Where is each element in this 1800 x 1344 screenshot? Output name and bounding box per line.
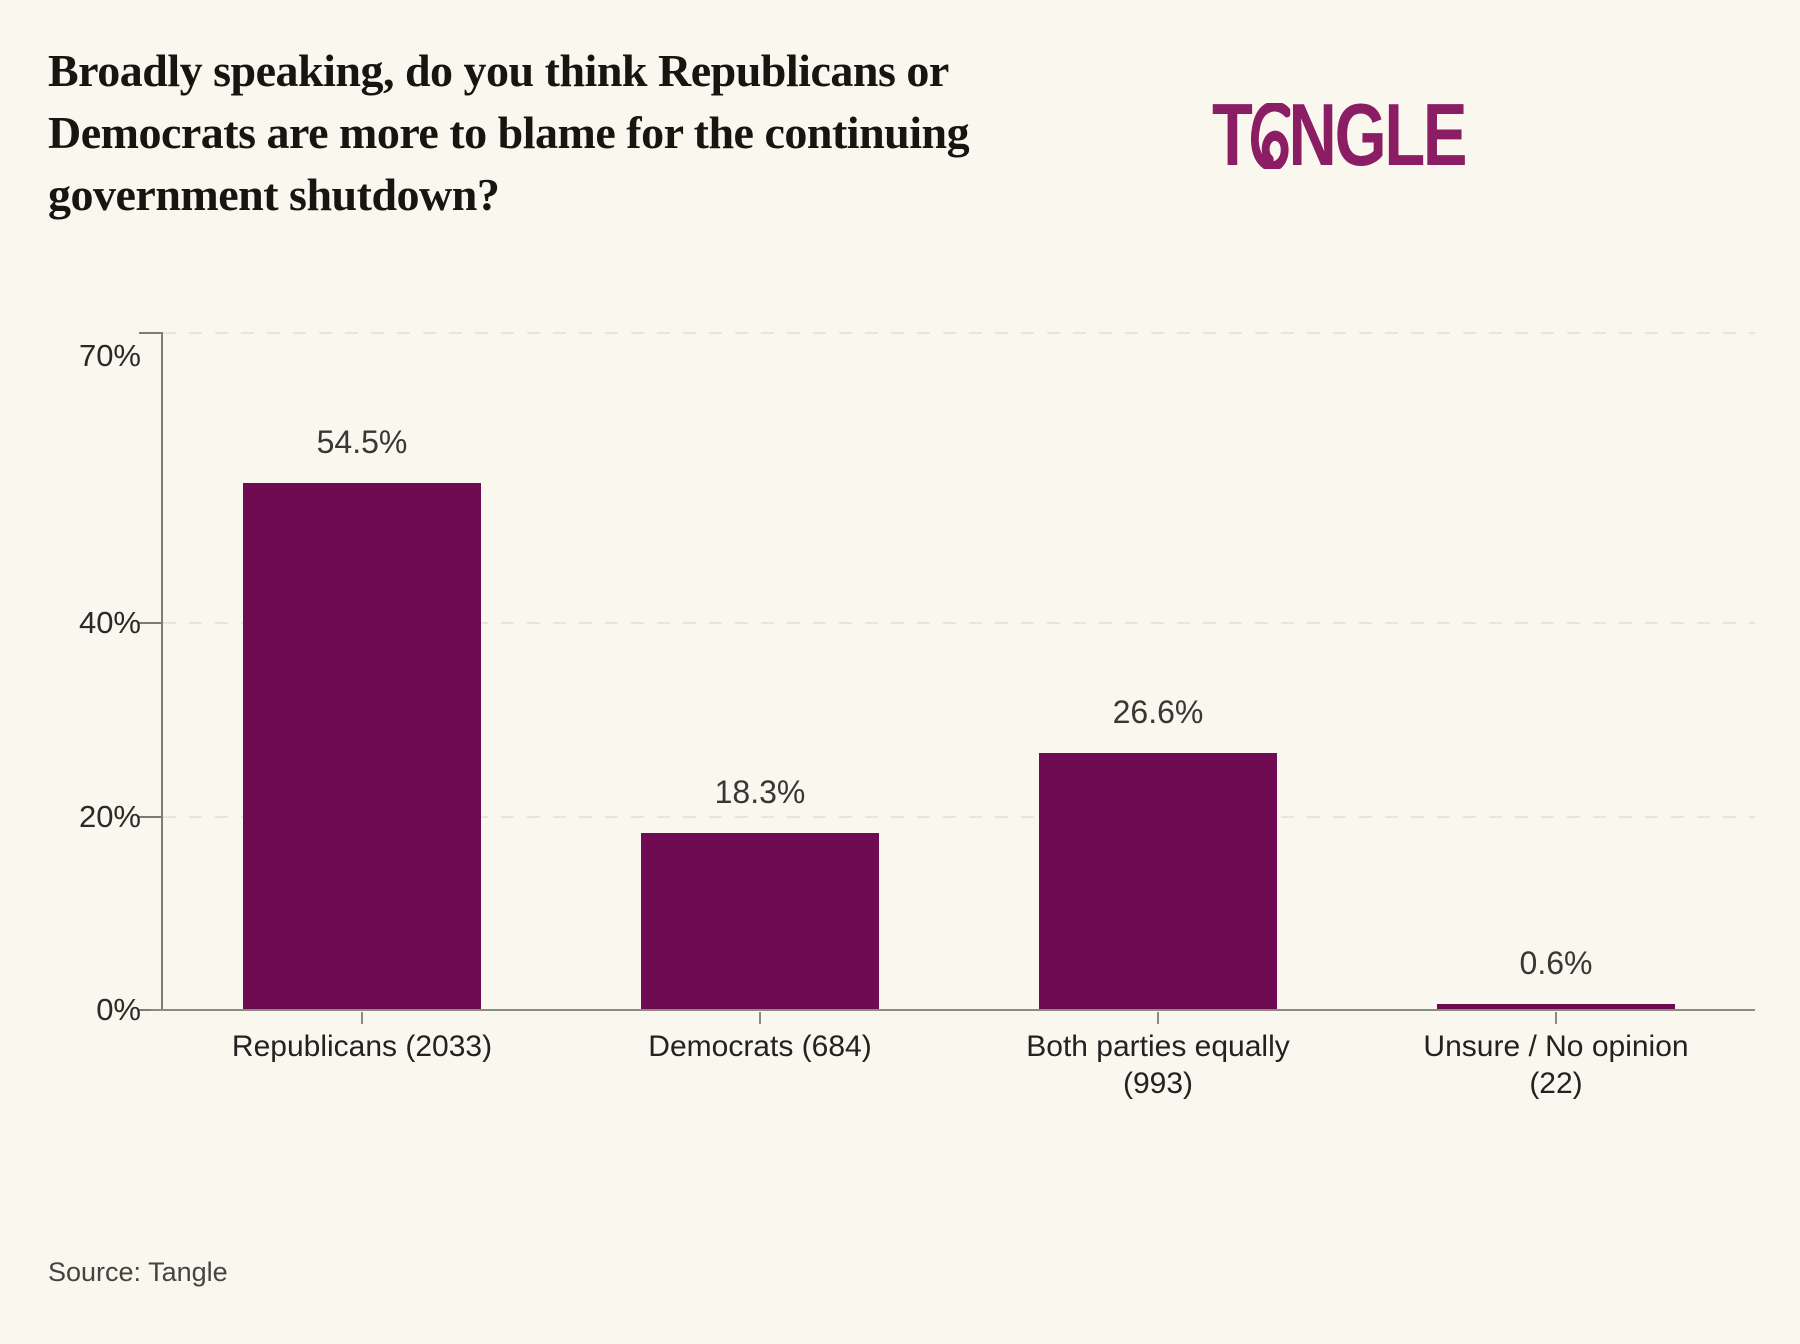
source-note: Source: Tangle bbox=[48, 1257, 228, 1287]
tangle-a-icon bbox=[1250, 103, 1290, 169]
bar-value-label-4: 0.6% bbox=[1519, 945, 1593, 981]
category-label-4: Unsure / No opinion (22) bbox=[1423, 1030, 1689, 1100]
y-tick-mark-40 bbox=[139, 622, 161, 625]
bar-value-label-1: 54.5% bbox=[316, 423, 408, 460]
y-tick-label-0: 0% bbox=[96, 992, 141, 1027]
gridline-40 bbox=[163, 622, 1755, 625]
gridline-20 bbox=[163, 815, 1755, 818]
bar-value-label-2: 18.3% bbox=[714, 774, 806, 811]
x-axis-baseline bbox=[151, 1009, 1755, 1011]
bar-2 bbox=[641, 833, 879, 1010]
logo-letters-ngle: NGLE bbox=[1288, 85, 1467, 184]
plot-area: 0% 20% 40% 70% 54.5% Republicans (2033) 18.3% D… bbox=[79, 332, 1755, 1100]
y-tick-mark-0 bbox=[139, 1009, 161, 1011]
x-tick-mark-4 bbox=[1555, 1012, 1557, 1024]
x-tick-mark-3 bbox=[1157, 1012, 1159, 1024]
chart-title: Broadly speaking, do you think Republica… bbox=[48, 45, 970, 220]
gridline-70 bbox=[163, 332, 1755, 334]
y-tick-label-20: 20% bbox=[78, 798, 141, 834]
logo-letter-t: T bbox=[1211, 85, 1253, 184]
y-tick-label-40: 40% bbox=[78, 605, 141, 641]
y-tick-label-70: 70% bbox=[78, 338, 141, 373]
bar-1 bbox=[243, 482, 481, 1010]
y-axis-line bbox=[161, 332, 163, 1011]
y-tick-mark-20 bbox=[139, 815, 161, 818]
bar-value-label-3: 26.6% bbox=[1112, 693, 1204, 730]
y-tick-mark-70 bbox=[139, 332, 161, 334]
category-label-1: Republicans (2033) bbox=[231, 1030, 493, 1063]
category-label-3: Both parties equally (993) bbox=[1026, 1030, 1290, 1100]
x-tick-mark-1 bbox=[361, 1012, 363, 1024]
bar-3 bbox=[1039, 752, 1277, 1010]
tangle-logo: T NGLE bbox=[1212, 91, 1468, 179]
x-tick-mark-2 bbox=[759, 1012, 761, 1024]
category-label-2: Democrats (684) bbox=[648, 1030, 872, 1063]
bar-4 bbox=[1437, 1004, 1675, 1010]
